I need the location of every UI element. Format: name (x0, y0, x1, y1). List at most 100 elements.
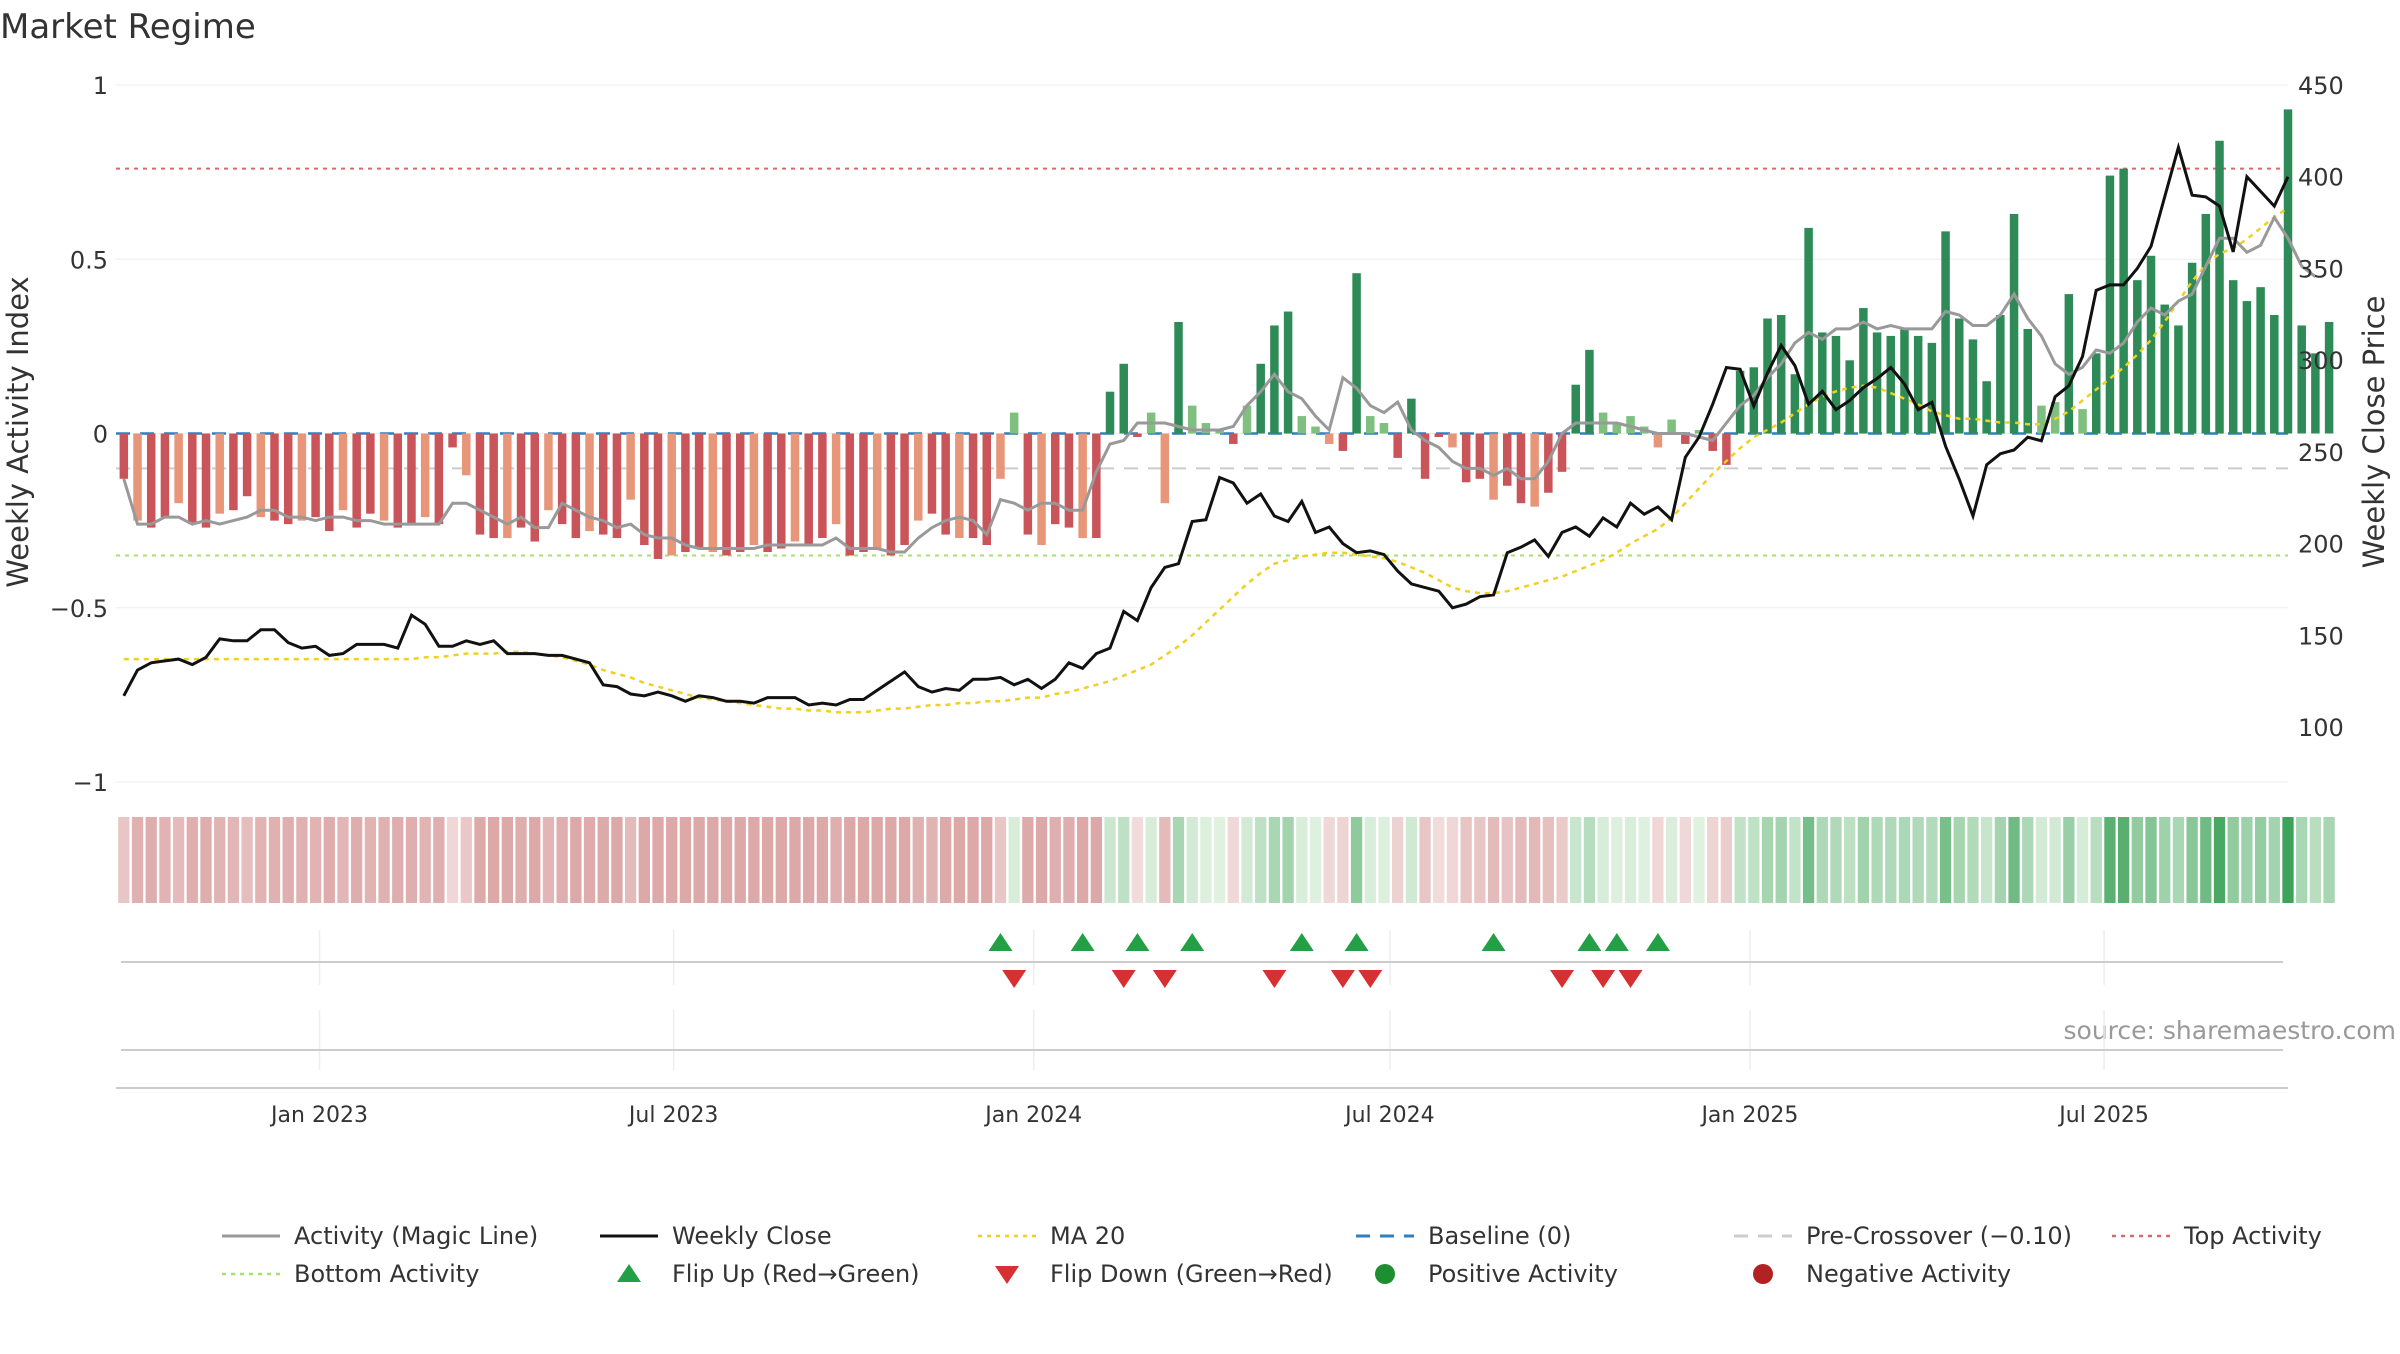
heat-cell (1748, 817, 1760, 903)
heat-cell (241, 817, 253, 903)
activity-bar (1283, 311, 1293, 434)
heat-cell (1638, 817, 1650, 903)
heat-cell (748, 817, 760, 903)
heat-cell (1405, 817, 1418, 903)
heat-cell (652, 817, 664, 903)
heat-cell (2309, 817, 2322, 903)
activity-bar (2023, 328, 2032, 434)
heat-cell (1816, 817, 1828, 903)
activity-bar (1612, 423, 1622, 434)
regime-heat-strip (118, 817, 2335, 903)
activity-bar (1681, 433, 1690, 444)
heat-cell (1556, 817, 1568, 903)
legend-item: MA 20 (978, 1222, 1125, 1250)
activity-bar (2242, 301, 2252, 434)
heat-cell (433, 817, 445, 903)
y-left-tick-label: 0.5 (70, 246, 108, 274)
activity-bar (1105, 391, 1115, 434)
heat-cell (1241, 817, 1253, 903)
heat-cell (1159, 817, 1171, 903)
x-tick-label: Jan 2025 (1699, 1103, 1798, 1128)
activity-bar (1201, 423, 1211, 434)
activity-bar (503, 433, 512, 539)
flip-down-marker (1591, 970, 1616, 988)
heat-cell (994, 817, 1007, 903)
activity-bar (475, 433, 485, 535)
heat-cell (214, 817, 226, 903)
activity-bar (1393, 433, 1402, 458)
activity-bar (2160, 304, 2169, 434)
flip-down-marker (1618, 970, 1643, 988)
flip-up-marker (1577, 933, 1602, 951)
activity-bar (996, 433, 1005, 479)
heat-cell (1268, 817, 1281, 903)
activity-bar (1503, 433, 1512, 486)
activity-bar (2324, 321, 2334, 434)
activity-bar (941, 433, 950, 535)
heat-cell (1433, 817, 1445, 903)
heat-cell (2296, 817, 2308, 903)
heat-cell (967, 817, 979, 903)
flip-down-marker (1358, 970, 1383, 988)
heat-cell (1707, 817, 1719, 903)
activity-bar (1215, 430, 1224, 434)
heat-cell (529, 817, 541, 903)
activity-bar (1078, 433, 1087, 539)
heat-cell (200, 817, 212, 903)
heat-cell (1200, 817, 1212, 903)
legend-swatch (617, 1264, 641, 1282)
heat-cell (1460, 817, 1472, 903)
y-left-tick-label: −1 (73, 769, 108, 797)
activity-bar (1996, 315, 2005, 434)
heat-cell (1392, 817, 1404, 903)
activity-bar (434, 433, 444, 525)
flip-up-marker (1125, 933, 1150, 951)
activity-bar (667, 433, 676, 556)
activity-bar (2064, 294, 2074, 434)
heat-cell (1611, 817, 1623, 903)
heat-cell (1337, 817, 1349, 903)
heat-cell (1871, 817, 1883, 903)
heat-cell (337, 817, 349, 903)
heat-cell (597, 817, 609, 903)
heat-cell (1076, 817, 1089, 903)
heat-cell (857, 817, 870, 903)
legend-label: Pre-Crossover (−0.10) (1806, 1222, 2072, 1250)
heat-cell (2049, 817, 2061, 903)
activity-bar (914, 433, 923, 521)
activity-bar (393, 433, 403, 528)
heat-cell (1309, 817, 1322, 903)
legend-item: Bottom Activity (222, 1260, 479, 1288)
legend-label: Baseline (0) (1428, 1222, 1571, 1250)
heat-cell (1090, 817, 1102, 903)
activity-bar (1023, 433, 1033, 535)
activity-bar (1749, 367, 1759, 434)
heat-cell (953, 817, 966, 903)
heat-cell (2145, 817, 2157, 903)
activity-bar (1270, 325, 1279, 434)
heat-cell (1720, 817, 1733, 903)
heat-cell (296, 817, 308, 903)
legend-item: Flip Up (Red→Green) (617, 1260, 920, 1288)
weekly-close-line (122, 141, 2290, 707)
heat-cell (1172, 817, 1185, 903)
heat-cell (1953, 817, 1965, 903)
activity-bar (2228, 280, 2238, 434)
heat-cell (378, 817, 390, 903)
activity-bar (763, 433, 772, 552)
activity-bar (1886, 335, 1896, 434)
axis-ticks: 1 0.5 0 −0.5 −1 450 400 350 300 250 200 150 100 Jan 2… (50, 72, 2344, 1128)
heat-cell (1734, 817, 1746, 903)
heat-cell (446, 817, 459, 903)
heat-cell (419, 817, 431, 903)
heat-cell (761, 817, 774, 903)
x-tick-label: Jul 2023 (627, 1103, 719, 1128)
heat-cell (1213, 817, 1226, 903)
heat-cell (1926, 817, 1938, 903)
activity-bar (640, 433, 649, 546)
activity-bar (2037, 405, 2046, 434)
activity-bar (1900, 328, 1909, 434)
activity-bar (1585, 349, 1594, 434)
heat-cell (1227, 817, 1239, 903)
y-left-tick-label: 0 (93, 421, 108, 449)
